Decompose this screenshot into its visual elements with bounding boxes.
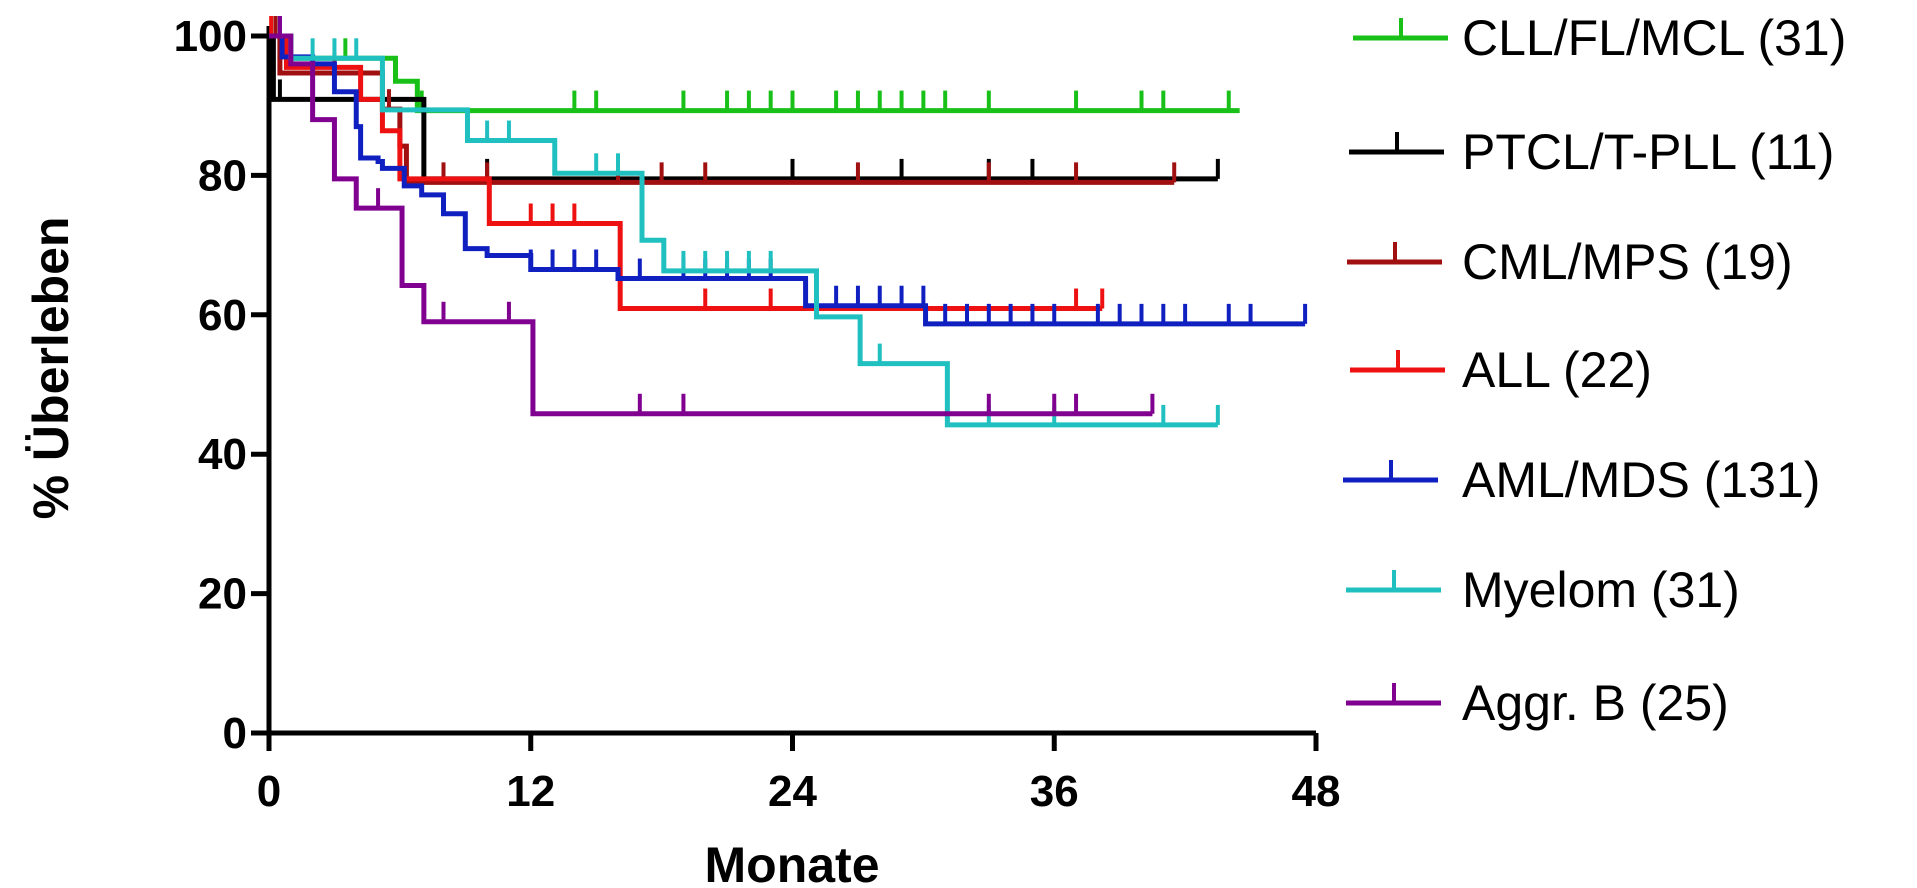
legend-label: Aggr. B (25) bbox=[1462, 675, 1729, 731]
ticks: 0 12 24 36 48 0 20 40 60 80 100 bbox=[174, 12, 1341, 816]
legend-label: Myelom (31) bbox=[1462, 562, 1740, 618]
legend-label: AML/MDS (131) bbox=[1462, 452, 1820, 508]
legend-label: PTCL/T-PLL (11) bbox=[1462, 124, 1834, 180]
axes: Monate % Überleben bbox=[23, 26, 1316, 888]
survival-curve bbox=[269, 33, 1103, 312]
legend-item: AML/MDS (131) bbox=[1343, 452, 1820, 508]
x-tick-label: 48 bbox=[1292, 767, 1341, 816]
series-6 bbox=[269, 16, 1155, 417]
legend-item: CML/MPS (19) bbox=[1347, 234, 1793, 290]
y-tick-label: 80 bbox=[198, 151, 247, 200]
series bbox=[269, 16, 1308, 428]
x-tick-label: 24 bbox=[768, 767, 817, 816]
series-4 bbox=[269, 16, 1308, 327]
legend-label: ALL (22) bbox=[1462, 342, 1652, 398]
legend-label: CLL/FL/MCL (31) bbox=[1462, 10, 1846, 66]
y-tick-label: 40 bbox=[198, 430, 247, 479]
survival-curve bbox=[269, 33, 1306, 327]
legend-item: ALL (22) bbox=[1350, 342, 1652, 398]
y-tick-label: 100 bbox=[174, 12, 247, 61]
legend-item: CLL/FL/MCL (31) bbox=[1353, 10, 1846, 66]
legend-item: Myelom (31) bbox=[1346, 562, 1740, 618]
legend-item: Aggr. B (25) bbox=[1346, 675, 1729, 731]
series-0 bbox=[269, 16, 1240, 114]
legend: CLL/FL/MCL (31) PTCL/T-PLL (11) CML/MPS (1… bbox=[1343, 10, 1846, 731]
y-tick-label: 60 bbox=[198, 291, 247, 340]
y-axis-title: % Überleben bbox=[23, 217, 79, 520]
x-tick-label: 36 bbox=[1030, 767, 1079, 816]
x-tick-label: 12 bbox=[506, 767, 555, 816]
series-3 bbox=[269, 16, 1105, 312]
legend-label: CML/MPS (19) bbox=[1462, 234, 1793, 290]
legend-item: PTCL/T-PLL (11) bbox=[1349, 124, 1834, 180]
x-axis-title: Monate bbox=[705, 837, 880, 888]
x-tick-label: 0 bbox=[257, 767, 281, 816]
y-tick-label: 0 bbox=[223, 709, 247, 758]
survival-curve bbox=[269, 33, 1153, 417]
y-tick-label: 20 bbox=[198, 570, 247, 619]
survival-curve bbox=[269, 33, 1218, 428]
